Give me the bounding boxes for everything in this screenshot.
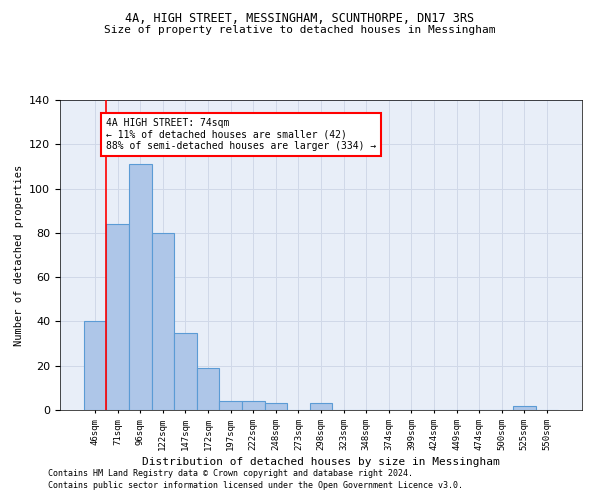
Text: 4A HIGH STREET: 74sqm
← 11% of detached houses are smaller (42)
88% of semi-deta: 4A HIGH STREET: 74sqm ← 11% of detached … xyxy=(106,118,377,151)
Bar xyxy=(152,233,174,410)
X-axis label: Distribution of detached houses by size in Messingham: Distribution of detached houses by size … xyxy=(142,457,500,467)
Bar xyxy=(106,224,129,410)
Bar xyxy=(265,404,287,410)
Bar xyxy=(129,164,152,410)
Bar xyxy=(220,401,242,410)
Text: 4A, HIGH STREET, MESSINGHAM, SCUNTHORPE, DN17 3RS: 4A, HIGH STREET, MESSINGHAM, SCUNTHORPE,… xyxy=(125,12,475,26)
Text: Contains HM Land Registry data © Crown copyright and database right 2024.: Contains HM Land Registry data © Crown c… xyxy=(48,468,413,477)
Bar xyxy=(310,404,332,410)
Bar xyxy=(513,406,536,410)
Bar xyxy=(242,401,265,410)
Text: Contains public sector information licensed under the Open Government Licence v3: Contains public sector information licen… xyxy=(48,481,463,490)
Bar xyxy=(174,332,197,410)
Bar xyxy=(197,368,220,410)
Bar xyxy=(84,322,106,410)
Y-axis label: Number of detached properties: Number of detached properties xyxy=(14,164,23,346)
Text: Size of property relative to detached houses in Messingham: Size of property relative to detached ho… xyxy=(104,25,496,35)
